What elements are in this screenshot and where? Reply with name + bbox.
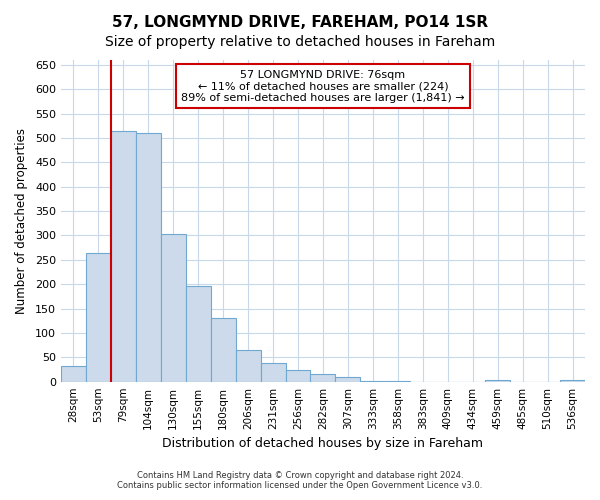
Bar <box>211 318 236 382</box>
Bar <box>260 362 286 382</box>
Bar <box>86 254 111 382</box>
Bar <box>136 133 161 382</box>
Text: Contains HM Land Registry data © Crown copyright and database right 2024.
Contai: Contains HM Land Registry data © Crown c… <box>118 470 482 490</box>
Bar <box>286 370 310 382</box>
Bar <box>485 380 510 382</box>
Text: 57, LONGMYND DRIVE, FAREHAM, PO14 1SR: 57, LONGMYND DRIVE, FAREHAM, PO14 1SR <box>112 15 488 30</box>
Bar <box>385 380 410 382</box>
Bar <box>361 380 385 382</box>
Bar <box>335 377 361 382</box>
Bar <box>161 234 186 382</box>
Bar <box>186 286 211 382</box>
Bar <box>61 366 86 382</box>
Bar <box>111 130 136 382</box>
X-axis label: Distribution of detached houses by size in Fareham: Distribution of detached houses by size … <box>163 437 484 450</box>
Text: 57 LONGMYND DRIVE: 76sqm
← 11% of detached houses are smaller (224)
89% of semi-: 57 LONGMYND DRIVE: 76sqm ← 11% of detach… <box>181 70 465 103</box>
Text: Size of property relative to detached houses in Fareham: Size of property relative to detached ho… <box>105 35 495 49</box>
Bar <box>560 380 585 382</box>
Bar <box>310 374 335 382</box>
Bar <box>236 350 260 382</box>
Y-axis label: Number of detached properties: Number of detached properties <box>15 128 28 314</box>
